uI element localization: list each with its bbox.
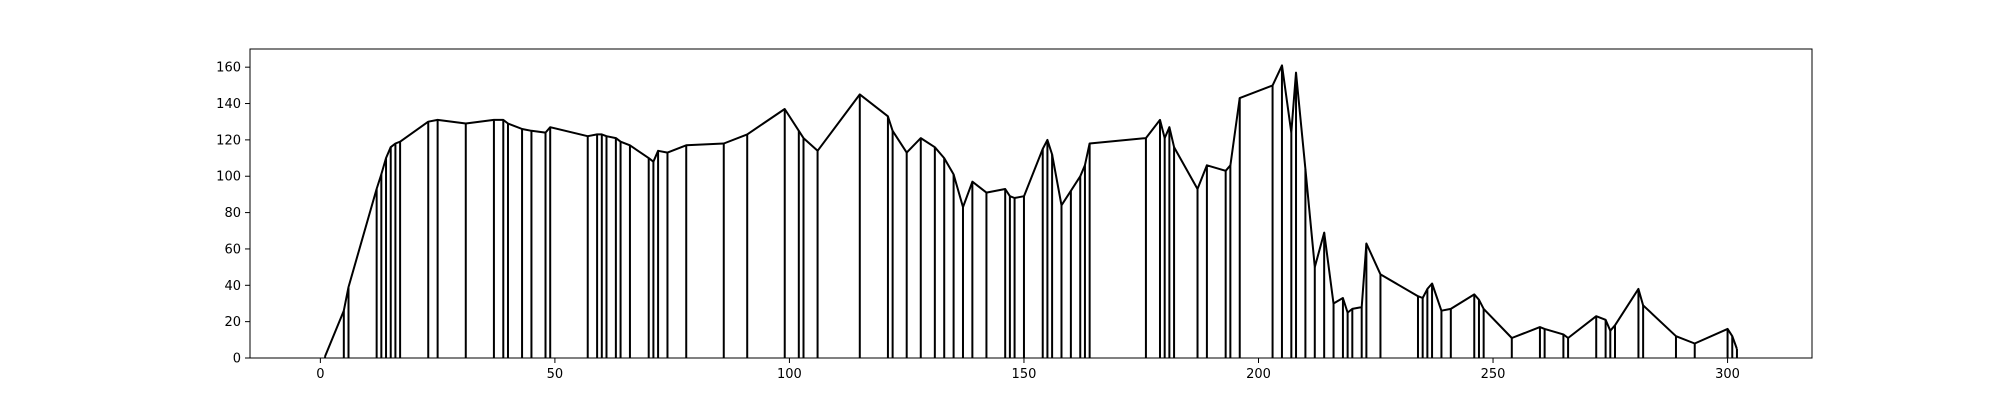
plot-area (324, 64, 1738, 358)
series-0-line (324, 64, 1738, 357)
x-tick-label-6: 300 (1715, 367, 1740, 382)
x-tick-label-1: 50 (547, 367, 564, 382)
y-tick-label-3: 60 (224, 242, 241, 257)
x-tick-label-4: 200 (1246, 367, 1271, 382)
x-tick-label-2: 100 (777, 367, 802, 382)
y-tick-label-7: 140 (216, 97, 241, 112)
y-tick-label-5: 100 (216, 170, 241, 185)
axes: 0 50 100 150 200 250 300 0 20 40 60 80 100 120 140 160 (216, 48, 1813, 382)
x-tick-label-0: 0 (316, 367, 324, 382)
y-tick-label-8: 160 (216, 61, 241, 76)
y-tick-label-1: 20 (224, 315, 241, 330)
y-tick-label-0: 0 (233, 352, 241, 367)
y-tick-label-6: 120 (216, 133, 241, 148)
y-tick-label-2: 40 (224, 279, 241, 294)
y-tick-label-4: 80 (224, 206, 241, 221)
x-tick-label-3: 150 (1012, 367, 1037, 382)
x-tick-label-5: 250 (1481, 367, 1506, 382)
plot-frame (249, 48, 1813, 359)
